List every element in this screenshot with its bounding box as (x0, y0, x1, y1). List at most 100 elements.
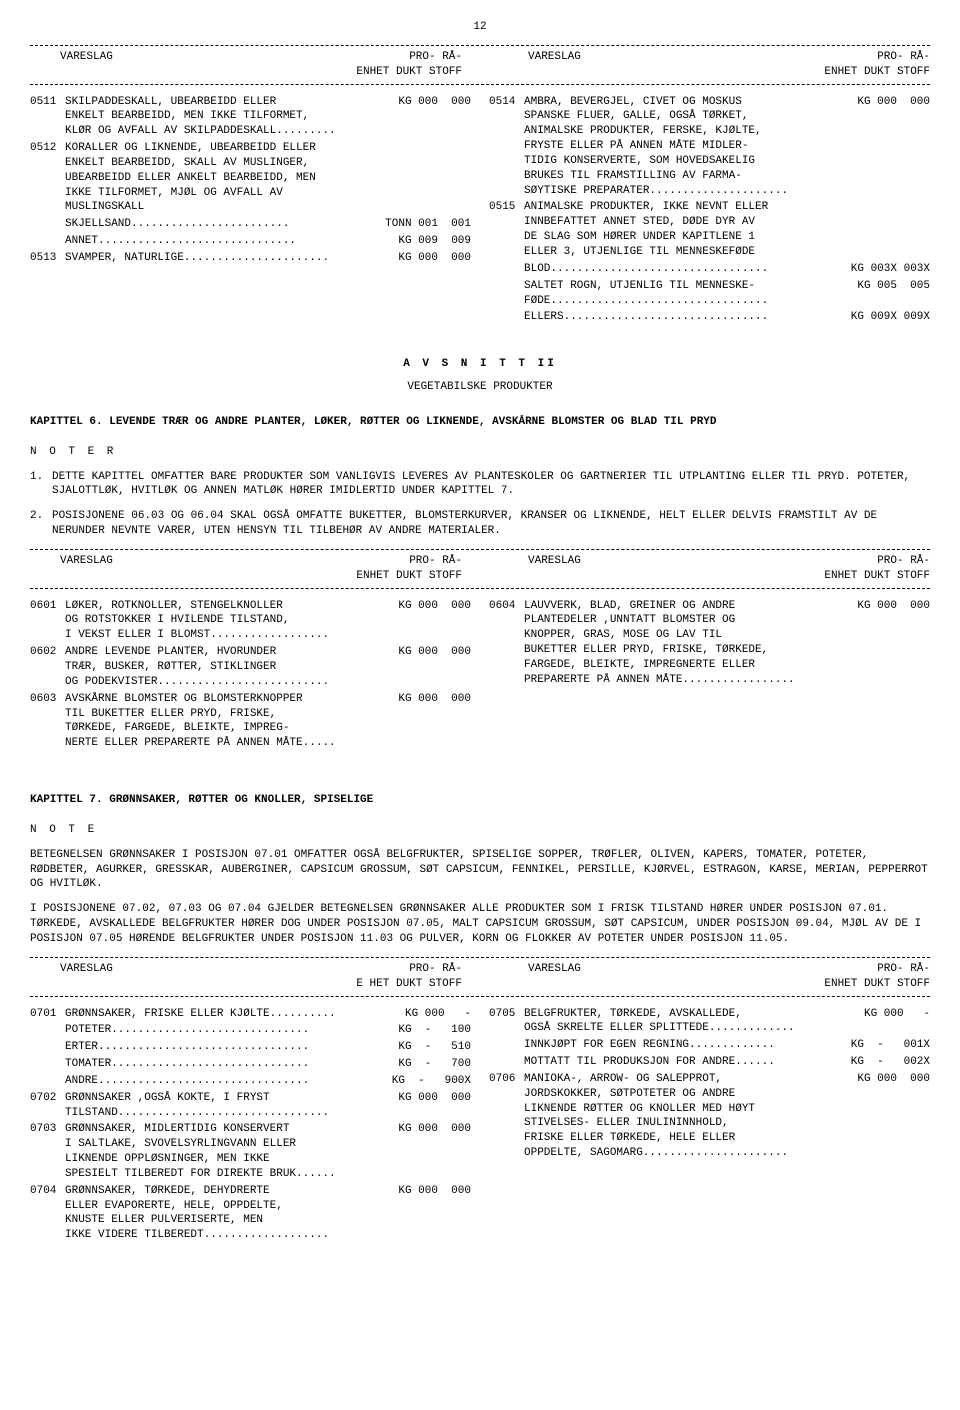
entry-values: KG - 001X (851, 1038, 930, 1053)
table-row: 0512KORALLER OG LIKNENDE, UBEARBEIDD ELL… (30, 141, 471, 215)
table-row: 0703GRØNNSAKER, MIDLERTIDIG KONSERVERT I… (30, 1122, 471, 1181)
entry-desc: SKJELLSAND........................ (65, 217, 385, 232)
entry-values: KG 000 000 (398, 1091, 471, 1121)
header-cols-right: PRO- RÅ-ENHET DUKT STOFF (824, 962, 930, 992)
section-title: A V S N I T T II (30, 357, 930, 372)
entry-values: KG - 510 (398, 1040, 471, 1055)
entry-code (30, 1040, 65, 1055)
table-row: ANDRE................................KG … (30, 1074, 471, 1089)
entry-values: KG - 100 (398, 1023, 471, 1038)
entry-values: KG 000 000 (857, 95, 930, 199)
chapter7-para1: BETEGNELSEN GRØNNSAKER I POSISJON 07.01 … (30, 848, 930, 893)
entry-desc: ANDRE................................ (65, 1074, 392, 1089)
entry-desc: BELGFRUKTER, TØRKEDE, AVSKALLEDE, OGSÅ S… (524, 1007, 864, 1037)
header-cols-left: PRO- RÅ-E HET DUKT STOFF (356, 962, 462, 992)
header-vareslag-left: VARESLAG (30, 50, 356, 80)
section-subtitle: VEGETABILSKE PRODUKTER (30, 380, 930, 395)
entry-values: KG 000 000 (398, 1122, 471, 1181)
divider (30, 84, 930, 85)
entry-code (489, 1055, 524, 1070)
divider (30, 996, 930, 997)
entry-code: 0513 (30, 251, 65, 266)
header-cols-left: PRO- RÅ-ENHET DUKT STOFF (356, 554, 462, 584)
entry-values: KG - 700 (398, 1057, 471, 1072)
divider (30, 588, 930, 589)
table-row: 0602ANDRE LEVENDE PLANTER, HVORUNDER TRÆ… (30, 645, 471, 690)
header-vareslag-right: VARESLAG (498, 50, 824, 80)
entry-values: KG 000 000 (398, 645, 471, 690)
entry-desc: AVSKÅRNE BLOMSTER OG BLOMSTERKNOPPER TIL… (65, 692, 398, 751)
table-row: 0514AMBRA, BEVERGJEL, CIVET OG MOSKUS SP… (489, 95, 930, 199)
entry-values: KG 003X 003X (851, 262, 930, 277)
entry-values: KG 000 000 (857, 599, 930, 688)
entry-desc: TOMATER.............................. (65, 1057, 398, 1072)
entry-desc: POTETER.............................. (65, 1023, 398, 1038)
entry-values: KG 005 005 (857, 279, 930, 309)
entry-values: KG 000 000 (398, 1184, 471, 1243)
table-row: INNKJØPT FOR EGEN REGNING.............KG… (489, 1038, 930, 1053)
entry-code: 0512 (30, 141, 65, 215)
table-row: SKJELLSAND........................TONN 0… (30, 217, 471, 232)
block1: 0511SKILPADDESKALL, UBEARBEIDD ELLER ENK… (30, 95, 930, 328)
entry-desc: SKILPADDESKALL, UBEARBEIDD ELLER ENKELT … (65, 95, 398, 140)
table-row: SALTET ROGN, UTJENLIG TIL MENNESKE- FØDE… (489, 279, 930, 309)
entry-code: 0602 (30, 645, 65, 690)
header-vareslag-right: VARESLAG (498, 554, 824, 584)
entry-code: 0702 (30, 1091, 65, 1121)
header-cols-right: PRO- RÅ-ENHET DUKT STOFF (824, 50, 930, 80)
note: 2.POSISJONENE 06.03 OG 06.04 SKAL OGSÅ O… (30, 509, 930, 539)
table-row: 0511SKILPADDESKALL, UBEARBEIDD ELLER ENK… (30, 95, 471, 140)
entry-values: KG 009 009 (392, 234, 471, 249)
table-row: MOTTATT TIL PRODUKSJON FOR ANDRE......KG… (489, 1055, 930, 1070)
entry-desc: SVAMPER, NATURLIGE...................... (65, 251, 398, 266)
entry-values: KG 000 000 (398, 599, 471, 644)
table-row: 0706MANIOKA-, ARROW- OG SALEPPROT, JORDS… (489, 1072, 930, 1161)
entry-code: 0704 (30, 1184, 65, 1243)
entry-code (30, 234, 65, 249)
entry-code: 0515 (489, 200, 524, 259)
entry-code (489, 262, 524, 277)
page-number: 12 (30, 20, 930, 35)
entry-desc: ERTER................................ (65, 1040, 398, 1055)
divider (30, 957, 930, 958)
entry-code (489, 310, 524, 325)
entry-desc: ANIMALSKE PRODUKTER, IKKE NEVNT ELLER IN… (524, 200, 930, 259)
entry-desc: KORALLER OG LIKNENDE, UBEARBEIDD ELLER E… (65, 141, 471, 215)
entry-values: KG 000 - (864, 1007, 930, 1037)
table-header: VARESLAG PRO- RÅ-E HET DUKT STOFF VARESL… (30, 960, 930, 994)
entry-desc: GRØNNSAKER, TØRKEDE, DEHYDRERTE ELLER EV… (65, 1184, 398, 1243)
header-vareslag-right: VARESLAG (498, 962, 824, 992)
table-row: ANNET.............................. KG 0… (30, 234, 471, 249)
entry-desc: LAUVVERK, BLAD, GREINER OG ANDRE PLANTED… (524, 599, 857, 688)
entry-code (30, 1074, 65, 1089)
table-row: 0513SVAMPER, NATURLIGE..................… (30, 251, 471, 266)
entry-desc: BLOD................................. (524, 262, 851, 277)
entry-desc: ELLERS............................... (524, 310, 851, 325)
entry-desc: LØKER, ROTKNOLLER, STENGELKNOLLER OG ROT… (65, 599, 398, 644)
table-row: POTETER..............................KG … (30, 1023, 471, 1038)
table-row: 0515ANIMALSKE PRODUKTER, IKKE NEVNT ELLE… (489, 200, 930, 259)
note: 1.DETTE KAPITTEL OMFATTER BARE PRODUKTER… (30, 470, 930, 500)
notes-label: N O T E (30, 823, 930, 838)
note-text: POSISJONENE 06.03 OG 06.04 SKAL OGSÅ OMF… (52, 509, 930, 539)
table-row: 0603AVSKÅRNE BLOMSTER OG BLOMSTERKNOPPER… (30, 692, 471, 751)
header-vareslag-left: VARESLAG (30, 962, 356, 992)
chapter6-title: KAPITTEL 6. LEVENDE TRÆR OG ANDRE PLANTE… (30, 415, 930, 430)
entry-values: KG 000 - (405, 1007, 471, 1022)
entry-code (30, 217, 65, 232)
block3: 0701GRØNNSAKER, FRISKE ELLER KJØLTE.....… (30, 1007, 930, 1246)
entry-code: 0703 (30, 1122, 65, 1181)
header-cols-left: PRO- RÅ-ENHET DUKT STOFF (356, 50, 462, 80)
entry-desc: ANDRE LEVENDE PLANTER, HVORUNDER TRÆR, B… (65, 645, 398, 690)
note-number: 2. (30, 509, 52, 539)
entry-desc: GRØNNSAKER ,OGSÅ KOKTE, I FRYST TILSTAND… (65, 1091, 398, 1121)
table-row: ELLERS...............................KG … (489, 310, 930, 325)
table-row: BLOD.................................KG … (489, 262, 930, 277)
table-row: 0705BELGFRUKTER, TØRKEDE, AVSKALLEDE, OG… (489, 1007, 930, 1037)
entry-desc: SALTET ROGN, UTJENLIG TIL MENNESKE- FØDE… (524, 279, 857, 309)
notes-label: N O T E R (30, 445, 930, 460)
entry-values: KG 000 000 (857, 1072, 930, 1161)
entry-code: 0706 (489, 1072, 524, 1161)
entry-desc: ANNET.............................. (65, 234, 392, 249)
divider (30, 45, 930, 46)
